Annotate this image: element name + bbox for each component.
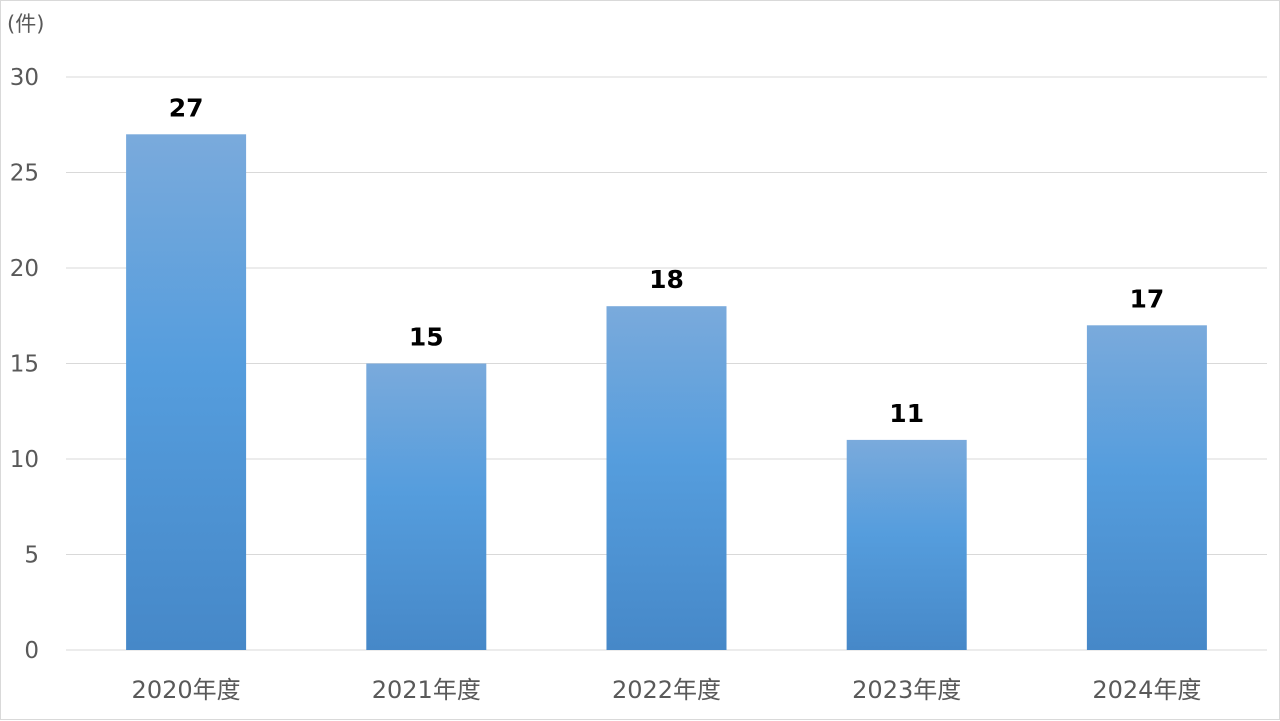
bar — [606, 306, 727, 650]
x-axis-labels: 2020年度 2021年度 2022年度 2023年度 2024年度 — [132, 676, 1202, 704]
bar — [126, 134, 247, 651]
data-label: 15 — [409, 323, 444, 352]
x-tick-label: 2022年度 — [612, 676, 721, 704]
y-tick-label: 5 — [24, 543, 39, 569]
data-label: 11 — [889, 399, 924, 428]
y-axis-unit-label: (件) — [7, 12, 44, 36]
y-axis-ticks: 0 5 10 15 20 25 30 — [10, 65, 39, 664]
bar — [366, 363, 487, 650]
x-tick-label: 2020年度 — [132, 676, 241, 704]
x-tick-label: 2024年度 — [1092, 676, 1201, 704]
bar — [1086, 325, 1207, 650]
y-tick-label: 25 — [10, 161, 39, 187]
data-labels: 27 15 18 11 17 — [169, 93, 1165, 428]
y-tick-label: 30 — [10, 65, 39, 91]
bar — [846, 439, 967, 650]
data-label: 27 — [169, 93, 204, 122]
data-label: 17 — [1130, 284, 1165, 313]
y-tick-label: 20 — [10, 256, 39, 282]
bars — [126, 134, 1207, 651]
data-label: 18 — [649, 265, 684, 294]
y-tick-label: 0 — [24, 638, 39, 664]
y-tick-label: 15 — [10, 352, 39, 378]
x-tick-label: 2023年度 — [852, 676, 961, 704]
x-tick-label: 2021年度 — [372, 676, 481, 704]
y-tick-label: 10 — [10, 447, 39, 473]
